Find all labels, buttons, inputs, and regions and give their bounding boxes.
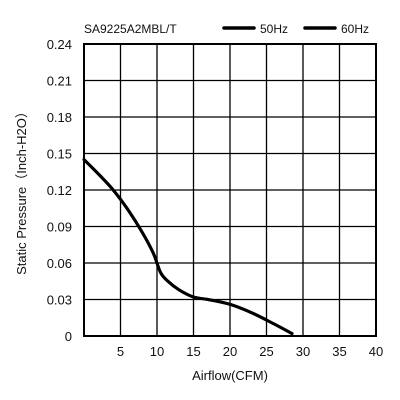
x-tick-label-6: 35 — [332, 344, 346, 359]
y-tick-label-0: 0 — [65, 329, 72, 344]
series-line-60Hz — [82, 158, 294, 336]
y-tick-label-4: 0.12 — [47, 183, 72, 198]
x-tick-label-1: 10 — [150, 344, 164, 359]
chart-title: SA9225A2MBL/T — [84, 22, 177, 36]
legend-label-50Hz: 50Hz — [260, 22, 288, 36]
y-tick-labels: 0 0.03 0.06 0.09 0.12 0.15 0.18 0.21 0.24 — [47, 37, 72, 344]
x-tick-label-7: 40 — [369, 344, 383, 359]
x-tick-label-0: 5 — [117, 344, 124, 359]
x-tick-label-5: 30 — [296, 344, 310, 359]
legend-label-60Hz: 60Hz — [341, 22, 369, 36]
y-tick-label-7: 0.21 — [47, 74, 72, 89]
x-tick-label-3: 20 — [223, 344, 237, 359]
y-tick-label-3: 0.09 — [47, 220, 72, 235]
plot-frame — [83, 43, 377, 337]
y-tick-label-6: 0.18 — [47, 110, 72, 125]
y-tick-label-8: 0.24 — [47, 37, 72, 52]
y-tick-label-2: 0.06 — [47, 256, 72, 271]
series-lines — [82, 158, 294, 336]
grid — [84, 43, 377, 337]
x-tick-label-2: 15 — [186, 344, 200, 359]
y-tick-label-5: 0.15 — [47, 147, 72, 162]
legend: 50Hz 60Hz — [222, 22, 369, 36]
x-axis-label: Airflow(CFM) — [192, 368, 268, 383]
y-tick-label-1: 0.03 — [47, 293, 72, 308]
y-axis-label: Static Pressure（Inch-H2O） — [14, 105, 29, 275]
x-tick-labels: 5 10 15 20 25 30 35 40 — [117, 344, 383, 359]
series-line-50Hz — [82, 158, 294, 336]
x-tick-label-4: 25 — [259, 344, 273, 359]
